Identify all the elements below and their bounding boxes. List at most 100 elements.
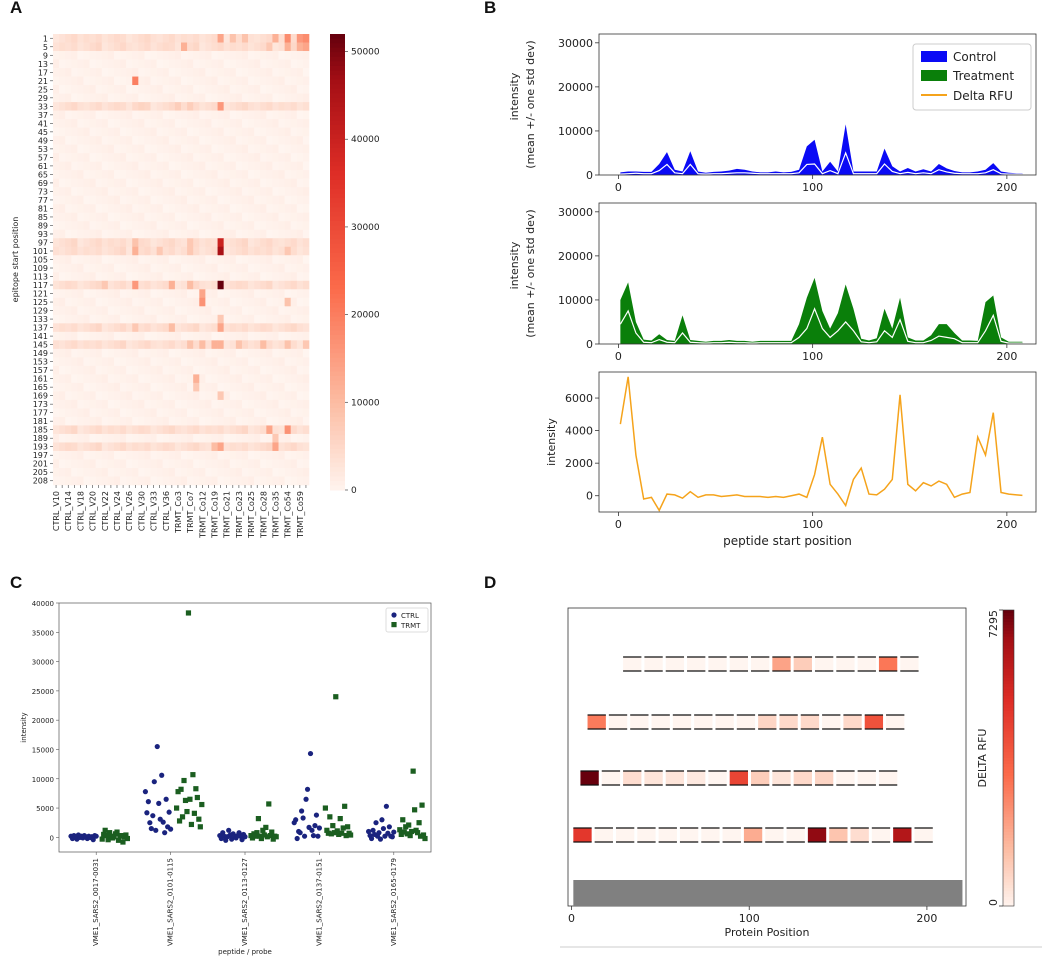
heatmap-cell — [205, 144, 212, 154]
heatmap-cell — [101, 76, 109, 86]
heatmap-cell — [260, 467, 267, 477]
heatmap-cell — [235, 433, 243, 443]
heatmap-cell — [229, 382, 237, 392]
heatmap-cell — [260, 42, 267, 52]
heatmap-cell — [95, 306, 103, 316]
delta-colorbar-segment — [1003, 900, 1014, 904]
heatmap-cell — [284, 229, 292, 239]
heatmap-cell — [71, 357, 78, 367]
heatmap-cell — [107, 238, 115, 248]
heatmap-cell — [113, 212, 121, 222]
heatmap-cell — [296, 127, 304, 137]
heatmap-cell — [95, 212, 103, 222]
heatmap-cell — [187, 289, 194, 299]
heatmap-cell — [241, 178, 249, 188]
heatmap-cell — [296, 272, 304, 282]
heatmap-cell — [174, 161, 182, 171]
delta-colorbar-segment — [1003, 796, 1014, 800]
heatmap-cell — [95, 263, 103, 273]
heatmap-cell — [150, 289, 157, 299]
heatmap-cell — [181, 272, 188, 282]
heatmap-cell — [65, 450, 72, 460]
heatmap-cell — [150, 450, 157, 460]
heatmap-cell — [95, 204, 103, 213]
heatmap-cell — [59, 195, 66, 205]
heatmap-cell — [65, 204, 72, 213]
heatmap-cell — [162, 229, 170, 239]
heatmap-cell — [168, 433, 176, 443]
heatmap-cell — [302, 68, 310, 77]
heatmap-cell — [248, 221, 255, 231]
heatmap-cell — [77, 187, 84, 196]
heatmap-col-label: CTRL_V10 — [52, 491, 61, 531]
heatmap-cell — [266, 187, 273, 196]
heatmap-cell — [284, 357, 292, 367]
heatmap-cell — [181, 467, 188, 477]
heatmap-row-label: 25 — [38, 85, 48, 94]
heatmap-cell — [260, 229, 267, 239]
heatmap-cell — [101, 127, 109, 137]
heatmap-cell — [174, 340, 182, 350]
heatmap-cell — [284, 161, 292, 171]
heatmap-cell — [235, 323, 243, 333]
heatmap-cell — [254, 297, 261, 307]
delta-colorbar-segment — [1003, 888, 1014, 892]
trmt-point — [99, 836, 105, 842]
heatmap-cell — [107, 476, 115, 486]
heatmap-cell — [95, 467, 103, 477]
heatmap-cell — [71, 425, 78, 435]
trmt-point — [345, 824, 351, 830]
heatmap-cell — [302, 306, 310, 316]
heatmap-cell — [138, 297, 145, 307]
heatmap-cell — [89, 433, 96, 443]
trmt-point — [269, 829, 275, 835]
heatmap-cell — [266, 467, 273, 477]
heatmap-cell — [187, 433, 194, 443]
heatmap-cell — [266, 212, 273, 222]
heatmap-cell — [302, 391, 310, 401]
coverage-cell — [814, 771, 834, 785]
heatmap-cell — [53, 221, 60, 231]
heatmap-cell — [168, 42, 176, 52]
heatmap-cell — [302, 408, 310, 418]
delta-colorbar-segment — [1003, 778, 1014, 783]
heatmap-cell — [284, 119, 292, 128]
heatmap-cell — [272, 314, 279, 324]
heatmap-cell — [211, 195, 218, 205]
heatmap-cell — [278, 408, 285, 418]
heatmap-cell — [174, 136, 182, 145]
trmt-point — [260, 827, 266, 833]
heatmap-cell — [187, 357, 194, 367]
heatmap-cell — [205, 76, 212, 86]
heatmap-cell — [296, 289, 304, 299]
heatmap-cell — [101, 255, 109, 265]
heatmap-cell — [59, 365, 66, 375]
trmt-point — [187, 796, 193, 802]
heatmap-cell — [120, 408, 127, 418]
heatmap-cell — [162, 382, 170, 392]
heatmap-cell — [168, 459, 176, 469]
heatmap-cell — [174, 229, 182, 239]
heatmap-cell — [83, 331, 90, 341]
heatmap-cell — [248, 127, 255, 137]
colorbar-segment — [330, 189, 345, 195]
heatmap-cell — [241, 357, 249, 367]
heatmap-cell — [126, 365, 133, 375]
heatmap-cell — [95, 229, 103, 239]
heatmap-cell — [101, 331, 109, 341]
heatmap-cell — [107, 289, 115, 299]
heatmap-cell — [260, 212, 267, 222]
heatmap-cell — [168, 204, 176, 213]
heatmap-cell — [235, 93, 243, 103]
heatmap-cell — [101, 323, 109, 333]
heatmap-cell — [113, 144, 121, 154]
heatmap-cell — [132, 323, 139, 333]
heatmap-cell — [101, 144, 109, 154]
delta-colorbar-segment — [1003, 790, 1014, 795]
heatmap-cell — [138, 102, 145, 111]
heatmap-cell — [150, 459, 157, 469]
heatmap-cell — [150, 331, 157, 341]
heatmap-cell — [199, 331, 206, 341]
heatmap-cell — [71, 127, 78, 137]
trmt-point — [176, 818, 183, 824]
